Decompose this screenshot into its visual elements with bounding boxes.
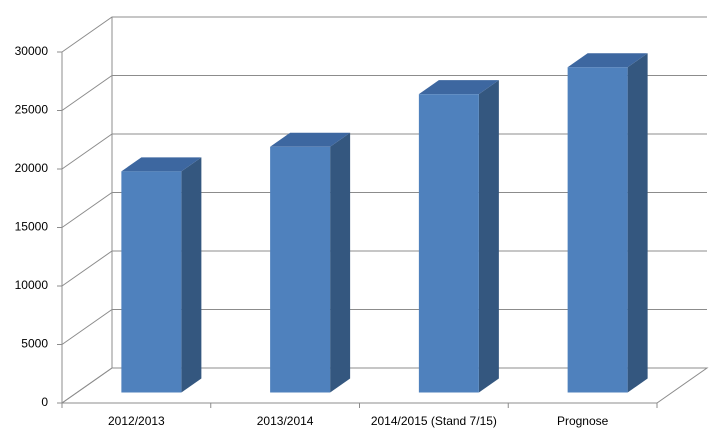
grid-line xyxy=(61,16,707,53)
bar-side xyxy=(181,157,202,393)
y-tick-label: 15000 xyxy=(15,220,49,234)
y-tick-label: 5000 xyxy=(21,337,48,351)
bar-side xyxy=(330,132,351,393)
bar xyxy=(418,94,479,393)
grid-line xyxy=(61,133,707,170)
bar xyxy=(567,67,628,393)
x-tick-label: Prognose xyxy=(557,414,609,428)
bar xyxy=(121,171,182,393)
grid-line xyxy=(61,309,707,345)
grid-line xyxy=(61,367,707,404)
x-tick-label: 2013/2014 xyxy=(257,414,314,428)
grid-line xyxy=(61,250,707,287)
x-tick-label: 2012/2013 xyxy=(108,414,165,428)
y-tick-label: 0 xyxy=(41,395,48,409)
bar-side xyxy=(478,80,499,393)
y-tick-label: 30000 xyxy=(15,44,49,58)
bar-top xyxy=(270,132,351,147)
y-tick-label: 25000 xyxy=(15,103,49,117)
bar xyxy=(270,146,331,393)
bar-side xyxy=(627,53,648,393)
bar-top xyxy=(567,53,648,68)
y-tick-label: 20000 xyxy=(15,161,49,175)
grid-line xyxy=(61,75,707,111)
x-tick-label: 2014/2015 (Stand 7/15) xyxy=(371,414,497,428)
grid-line xyxy=(61,192,707,228)
bar-top xyxy=(121,157,202,172)
bar-top xyxy=(418,80,499,95)
y-tick-label: 10000 xyxy=(15,278,49,292)
